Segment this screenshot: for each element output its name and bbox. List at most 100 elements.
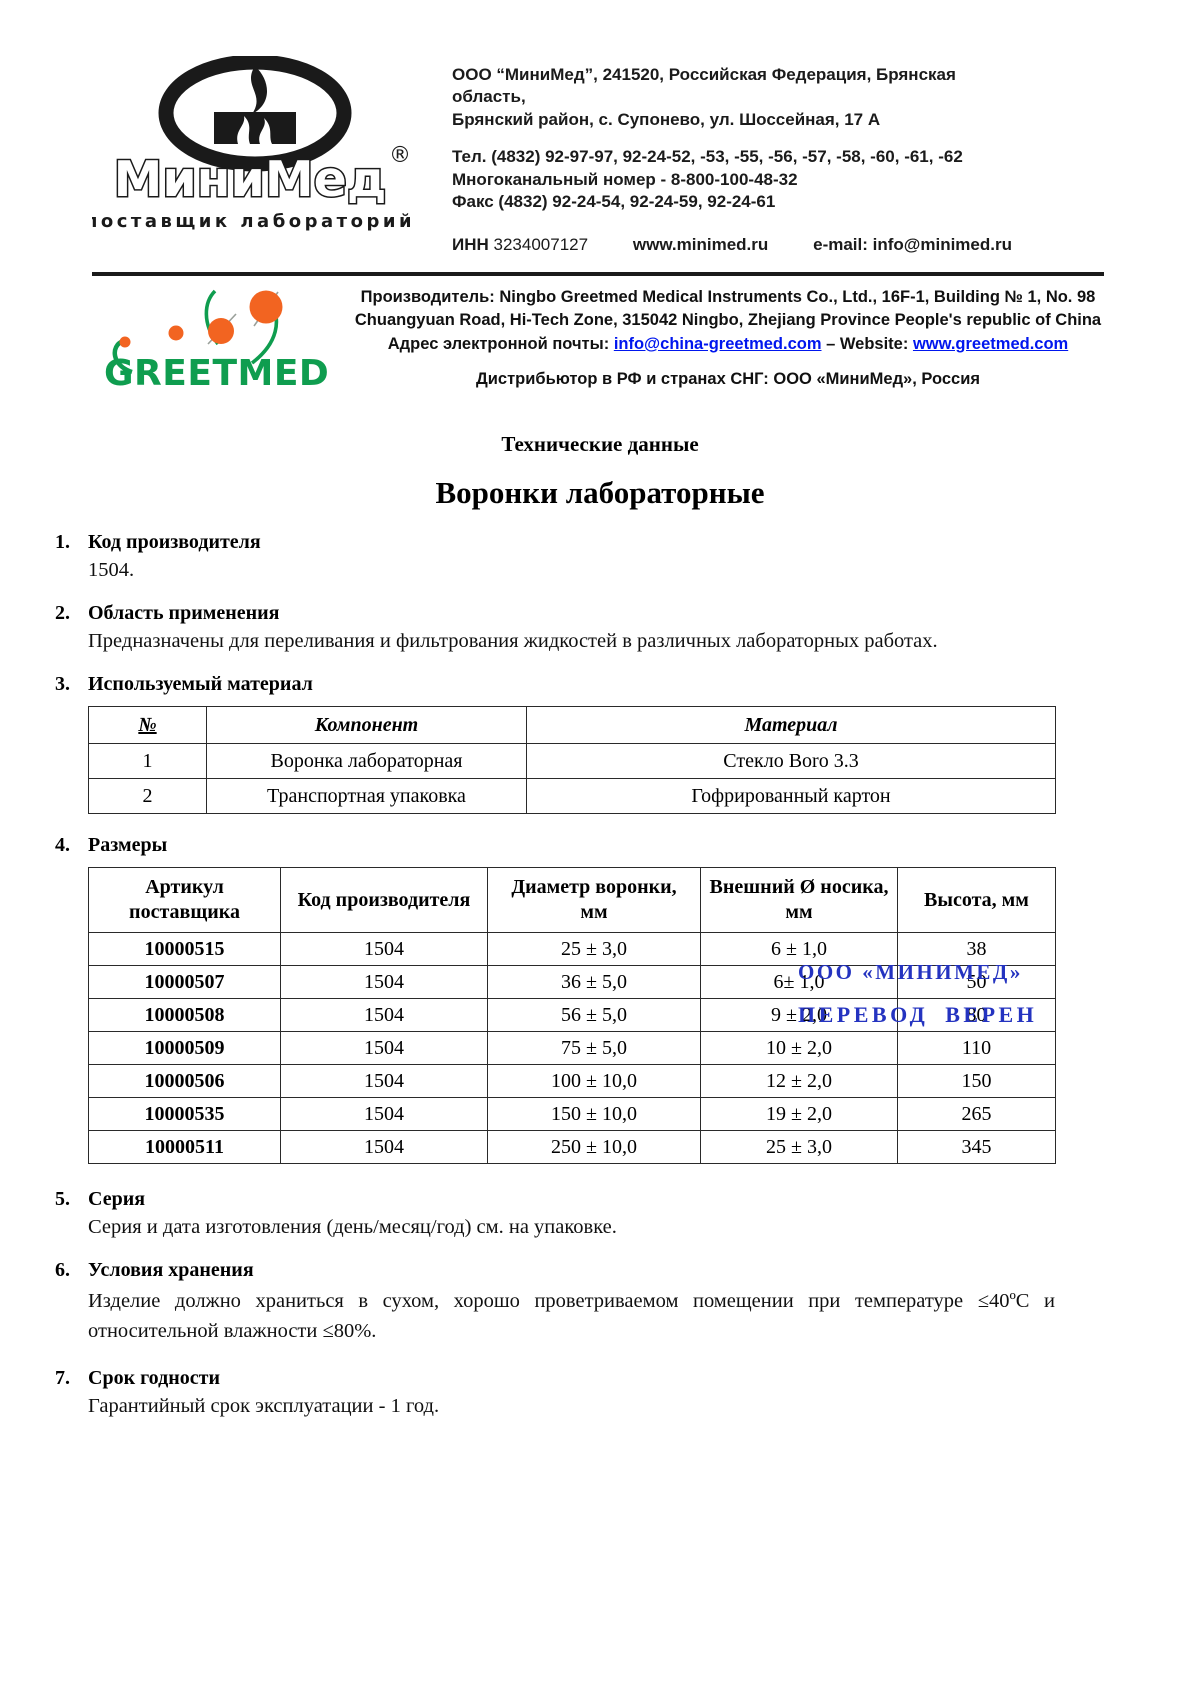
sizes-table-cell: 100 ± 10,0	[487, 1064, 701, 1099]
sizes-table-cell: 12 ± 2,0	[700, 1064, 898, 1099]
section-7-number: 7.	[55, 1366, 70, 1389]
manufacturer-info: Производитель: Ningbo Greetmed Medical I…	[347, 280, 1109, 392]
sizes-table: Артикул поставщика Код производителя Диаме…	[88, 867, 1056, 1165]
registered-mark-icon: ®	[389, 143, 410, 168]
manufacturer-block: GREETMED Производитель: Ningbo Greetmed …	[98, 280, 1200, 392]
section-1-title: Код производителя	[88, 531, 261, 554]
fax-line: Факс (4832) 92-24-54, 92-24-59, 92-24-61	[452, 192, 776, 212]
sizes-table-cell: 25 ± 3,0	[700, 1130, 898, 1165]
sizes-table-header-cell: Артикул поставщика	[88, 867, 281, 934]
header: МиниМед ® поставщик лабораторий ООО “Мин…	[92, 56, 1200, 256]
translation-stamp: ООО «МИНИМЕД» ПЕРЕВОД ВЕРЕН	[798, 960, 1038, 1028]
sizes-table-cell: 1504	[280, 998, 488, 1033]
sizes-table-cell: 1504	[280, 1130, 488, 1165]
materials-table-header-row: № Компонент Материал	[88, 706, 1056, 745]
section-1-body: 1504.	[88, 559, 135, 582]
materials-table-header-cell: Компонент	[206, 706, 527, 745]
minimed-logo-brand-text: МиниМед	[114, 151, 387, 208]
sizes-table-cell: 9 ± 2,0	[700, 998, 898, 1033]
sizes-table-cell: 1504	[280, 1031, 488, 1066]
section-5-number: 5.	[55, 1188, 70, 1211]
sizes-table-row: 10000509 1504 75 ± 5,0 10 ± 2,0 110	[88, 1031, 1056, 1066]
materials-table-cell: Стекло Boro 3.3	[526, 743, 1056, 780]
header-divider	[92, 272, 1104, 277]
greetmed-logo-text: GREETMED	[104, 353, 329, 392]
sizes-table-row: 10000511 1504 250 ± 10,0 25 ± 3,0 345	[88, 1130, 1056, 1165]
separator-dash: –	[826, 334, 836, 353]
sizes-table-cell: 10000515	[88, 932, 281, 967]
sizes-table-cell: 50	[897, 965, 1056, 1000]
section-4-title: Размеры	[88, 834, 168, 857]
section-3-title: Используемый материал	[88, 673, 313, 696]
manufacturer-line-1: Производитель: Ningbo Greetmed Medical I…	[360, 288, 1096, 307]
sizes-table-cell: 1504	[280, 932, 488, 967]
sizes-table-cell: 80	[897, 998, 1056, 1033]
sizes-table-header-cell: Высота, мм	[897, 867, 1056, 934]
sections: 1. Код производителя 1504. 2. Область пр…	[55, 531, 1056, 1417]
tech-data-heading: Технические данные	[501, 432, 699, 457]
sizes-table-cell: 1504	[280, 1097, 488, 1132]
inn-row: ИНН 3234007127 www.minimed.ru e-mail: in…	[452, 234, 1012, 256]
sizes-table-header-cell: Внешний Ø носика, мм	[700, 867, 898, 934]
materials-table-cell: Транспортная упаковка	[206, 778, 527, 815]
sizes-table-header-cell: Код производителя	[280, 867, 488, 934]
sizes-table-cell: 265	[897, 1097, 1056, 1132]
section-5-title: Серия	[88, 1188, 146, 1211]
company-address: ООО “МиниМед”, 241520, Российская Федера…	[452, 64, 1012, 131]
minimed-website-link[interactable]: www.minimed.ru	[632, 234, 769, 254]
section-2-body: Предназначены для переливания и фильтров…	[88, 630, 938, 653]
minimed-logo-tagline: поставщик лабораторий	[92, 211, 410, 232]
section-6-number: 6.	[55, 1259, 70, 1282]
materials-table: № Компонент Материал 1 Воронка лабораторная…	[88, 706, 1056, 815]
address-line-2: Брянский район, с. Супонево, ул. Шоссейн…	[452, 109, 881, 129]
header-contacts: ООО “МиниМед”, 241520, Российская Федера…	[452, 64, 1012, 256]
address-line-1: ООО “МиниМед”, 241520, Российская Федера…	[452, 65, 956, 107]
section-2-title: Область применения	[88, 602, 280, 625]
manufacturer-website-label: Website:	[839, 334, 909, 353]
minimed-email[interactable]: e-mail: info@minimed.ru	[813, 234, 1012, 254]
sizes-table-cell: 25 ± 3,0	[487, 932, 701, 967]
sizes-table-cell: 10000508	[88, 998, 281, 1033]
inn: ИНН 3234007127	[452, 234, 588, 256]
sizes-table-cell: 56 ± 5,0	[487, 998, 701, 1033]
sizes-table-cell: 6± 1,0	[700, 965, 898, 1000]
stamp-verified-line: ПЕРЕВОД ВЕРЕН	[798, 1002, 1038, 1027]
sizes-table-cell: 10000535	[88, 1097, 281, 1132]
section-7-heading: 7. Срок годности	[55, 1367, 1055, 1390]
section-7-title: Срок годности	[88, 1366, 220, 1389]
section-4-heading: 4. Размеры	[55, 834, 1055, 857]
sizes-table-cell: 36 ± 5,0	[487, 965, 701, 1000]
materials-table-row: 1 Воронка лабораторная Стекло Boro 3.3	[88, 743, 1056, 780]
section-6-heading: 6. Условия хранения	[55, 1259, 1055, 1282]
multichannel-line: Многоканальный номер - 8-800-100-48-32	[452, 169, 798, 189]
section-2-heading: 2. Область применения	[55, 602, 1055, 625]
inn-value: 3234007127	[493, 234, 589, 254]
sizes-table-cell: 10000509	[88, 1031, 281, 1066]
section-3-number: 3.	[55, 673, 70, 696]
section-6-title: Условия хранения	[88, 1259, 254, 1282]
section-5-body: Серия и дата изготовления (день/месяц/го…	[88, 1216, 617, 1239]
sizes-table-cell: 345	[897, 1130, 1056, 1165]
section-2-number: 2.	[55, 602, 70, 625]
manufacturer-website-link[interactable]: www.greetmed.com	[912, 334, 1069, 353]
sizes-table-row: 10000507 1504 36 ± 5,0 6± 1,0 50	[88, 965, 1056, 1000]
greetmed-logo-icon: GREETMED	[104, 289, 329, 392]
sizes-table-cell: 19 ± 2,0	[700, 1097, 898, 1132]
manufacturer-email-link[interactable]: info@china-greetmed.com	[613, 334, 822, 353]
sizes-table-cell: 10 ± 2,0	[700, 1031, 898, 1066]
sizes-table-row: 10000508 1504 56 ± 5,0 9 ± 2,0 80	[88, 998, 1056, 1033]
materials-table-body: 1 Воронка лабораторная Стекло Boro 3.3 2 Тра…	[88, 743, 1056, 815]
section-1-number: 1.	[55, 531, 70, 554]
sizes-table-cell: 10000507	[88, 965, 281, 1000]
sizes-table-cell: 250 ± 10,0	[487, 1130, 701, 1165]
materials-table-cell: 1	[88, 743, 207, 780]
company-phones: Тел. (4832) 92-97-97, 92-24-52, -53, -55…	[452, 146, 1012, 213]
section-6-body: Изделие должно храниться в сухом, хорошо…	[88, 1290, 1055, 1342]
phone-line: Тел. (4832) 92-97-97, 92-24-52, -53, -55…	[452, 147, 963, 167]
sizes-table-row: 10000506 1504 100 ± 10,0 12 ± 2,0 150	[88, 1064, 1056, 1099]
sizes-table-cell: 10000506	[88, 1064, 281, 1099]
sizes-table-cell: 150	[897, 1064, 1056, 1099]
inn-label: ИНН	[452, 234, 489, 254]
minimed-logo-icon: МиниМед ® поставщик лабораторий	[92, 56, 410, 232]
sizes-table-header-row: Артикул поставщика Код производителя Диаме…	[88, 867, 1056, 934]
